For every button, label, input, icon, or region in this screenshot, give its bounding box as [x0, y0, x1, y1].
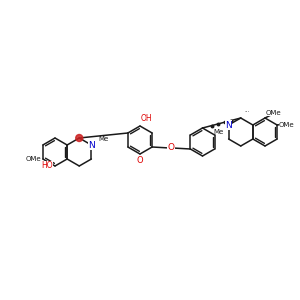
Text: ...: ...	[245, 108, 250, 113]
Text: N: N	[88, 140, 95, 149]
Text: N: N	[225, 121, 232, 130]
Text: O: O	[137, 156, 143, 165]
Text: OMe: OMe	[279, 122, 295, 128]
Text: OMe: OMe	[25, 156, 41, 162]
Text: Me: Me	[213, 129, 224, 135]
Text: OMe: OMe	[266, 110, 282, 116]
Text: OH: OH	[141, 114, 153, 123]
Text: O: O	[168, 143, 175, 152]
Circle shape	[76, 134, 83, 142]
Text: HO: HO	[41, 161, 53, 170]
Text: Me: Me	[98, 136, 109, 142]
